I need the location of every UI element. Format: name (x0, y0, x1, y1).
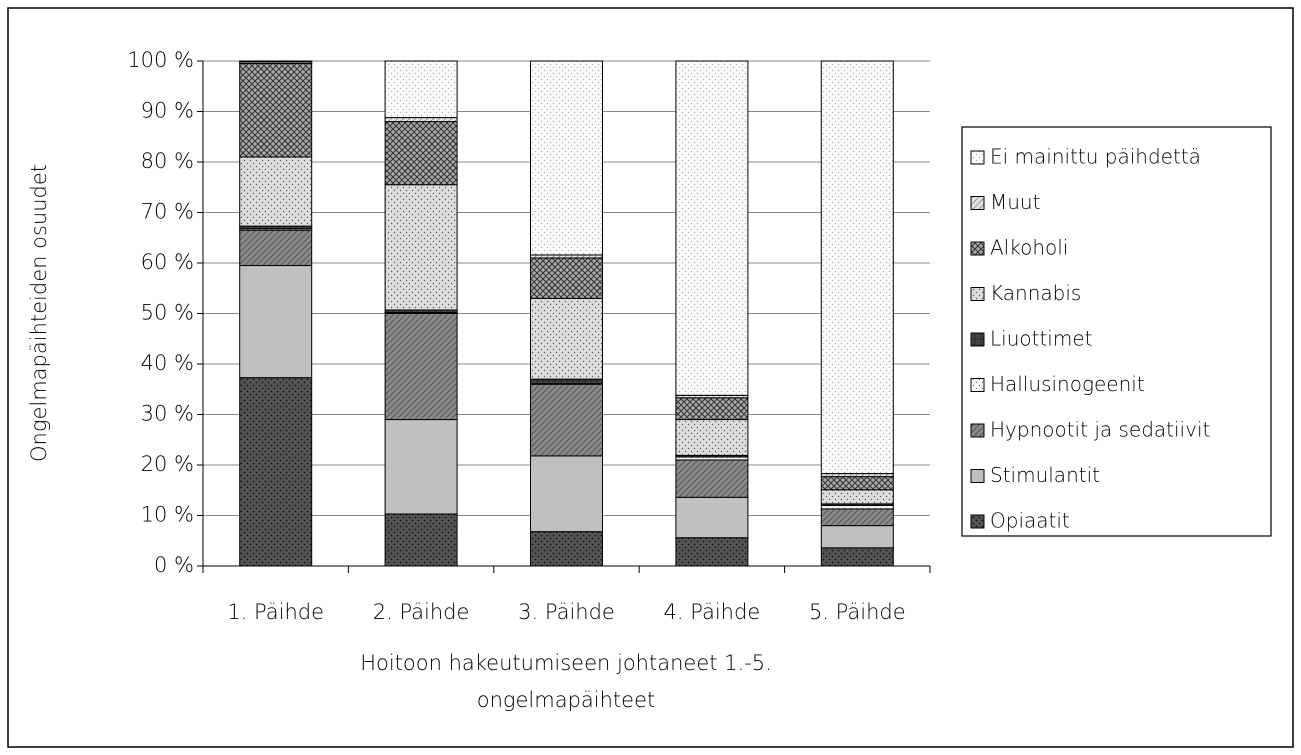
bar-segment (675, 419, 749, 456)
x-tick-label: 1. Päihde (227, 600, 324, 624)
legend-label: Kannabis (990, 281, 1081, 305)
x-tick-label: 4. Päihde (664, 600, 761, 624)
y-tick-label: 40 % (141, 351, 194, 375)
bar-segment (675, 496, 749, 539)
bar-segment (530, 60, 603, 256)
legend-swatch (970, 196, 985, 210)
x-axis-title: Hoitoon hakeutumiseen johtaneet 1.-5. (360, 651, 772, 675)
bar-segment (530, 257, 603, 299)
legend-label: Alkoholi (990, 236, 1068, 260)
bar-segment (820, 508, 894, 527)
legend-label: Muut (990, 190, 1040, 214)
legend-label: Opiaatit (990, 509, 1070, 533)
legend-swatch (970, 469, 985, 483)
bar-segment (675, 537, 749, 567)
x-tick-label: 3. Päihde (518, 600, 615, 624)
y-tick-label: 50 % (141, 301, 194, 325)
legend-box (961, 126, 1272, 537)
legend-swatch (970, 287, 985, 301)
legend-swatch (970, 514, 985, 529)
legend-label: Stimulantit (990, 463, 1100, 487)
y-axis-title: Ongelmapäihteiden osuudet (27, 164, 51, 462)
bar-segment (820, 60, 894, 475)
legend-label: Hypnootit ja sedatiivit (990, 418, 1210, 442)
y-tick-label: 100 % (127, 48, 194, 72)
x-tick-label: 5. Päihde (809, 600, 906, 624)
bar-segment (530, 378, 603, 385)
legend-label: Liuottimet (990, 327, 1092, 351)
bar-segment (675, 397, 749, 421)
bar-segment (239, 60, 313, 63)
legend-swatch (970, 423, 985, 438)
legend-swatch (970, 150, 985, 165)
y-tick-label: 90 % (141, 99, 194, 123)
bar-segment (820, 504, 894, 510)
bar-segment (239, 63, 313, 158)
y-tick-label: 0 % (154, 553, 194, 577)
bar-segment (820, 489, 894, 505)
y-tick-label: 30 % (141, 402, 194, 426)
x-tick-label: 2. Päihde (373, 600, 470, 624)
bar-segment (530, 455, 603, 533)
bar-segment (384, 121, 458, 186)
bar-segment (530, 383, 603, 457)
bar-segment (820, 547, 894, 567)
legend-swatch (970, 332, 985, 347)
bar-segment (820, 525, 894, 549)
y-tick-label: 70 % (141, 200, 194, 224)
legend: Opiaatit Stimulantit Hypnootit ja sedatiiv… (970, 145, 1210, 533)
legend-label: Ei mainittu päihdettä (990, 145, 1201, 169)
bar-segment (384, 419, 458, 515)
bar-segment (239, 377, 313, 567)
legend-swatch (970, 241, 985, 256)
bar-segment (384, 117, 458, 123)
y-tick-label: 60 % (141, 250, 194, 274)
y-tick-label: 20 % (141, 452, 194, 476)
legend-label: Hallusinogeenit (990, 372, 1145, 396)
bar-segment (384, 313, 458, 421)
x-axis-title: ongelmapäihteet (477, 688, 656, 712)
y-tick-label: 80 % (141, 149, 194, 173)
bar-segment (239, 265, 313, 379)
y-tick-label: 10 % (141, 503, 194, 527)
bar-segment (239, 156, 313, 227)
bar-segment (675, 459, 749, 498)
bar-segment (820, 476, 894, 491)
legend-swatch (970, 378, 985, 392)
bar-segment (675, 60, 749, 396)
bar-segment (239, 229, 313, 267)
bar-segment (530, 531, 603, 567)
bar-segment (384, 184, 458, 311)
bar-segment (384, 60, 458, 119)
bar-segment (530, 297, 603, 380)
bar-segment (384, 513, 458, 567)
